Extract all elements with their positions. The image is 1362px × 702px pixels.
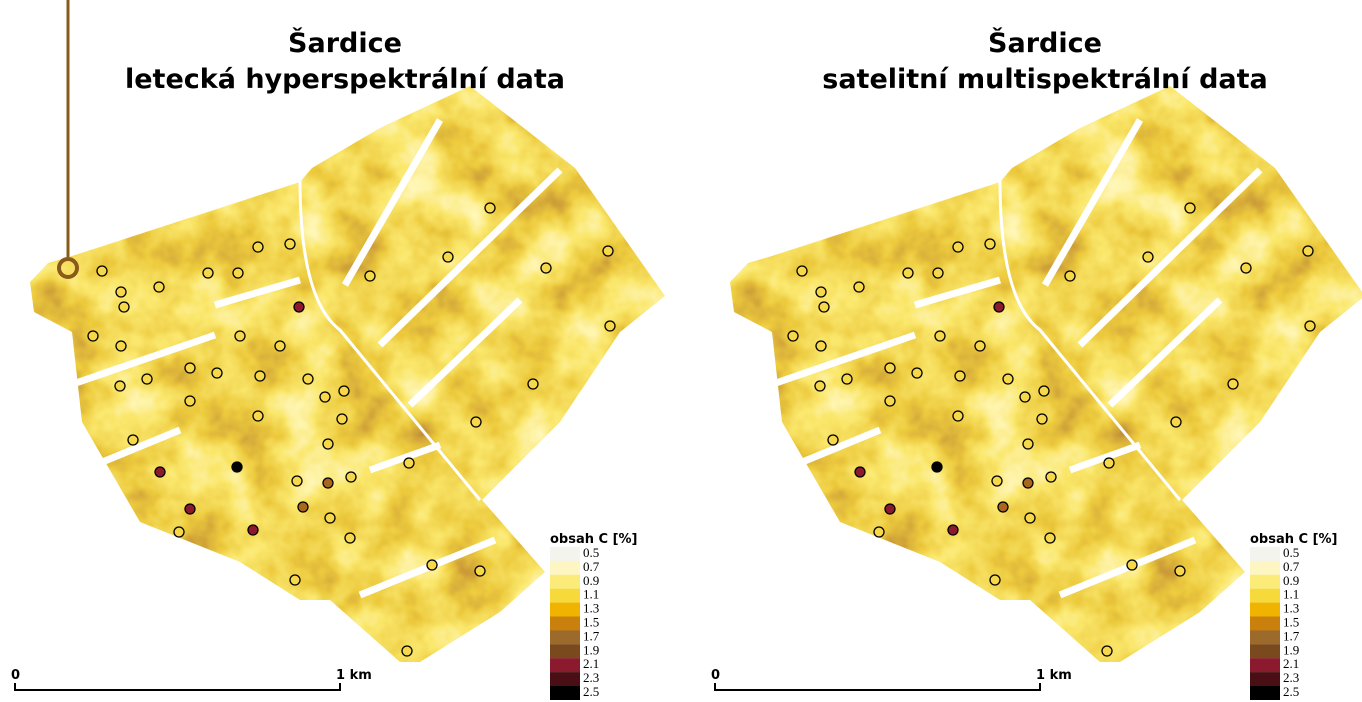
- legend-label: 0.9: [1283, 573, 1299, 588]
- legend-label: 1.5: [1283, 614, 1299, 629]
- legend-label: 1.1: [583, 587, 599, 602]
- legend-label: 0.5: [583, 545, 599, 560]
- legend-swatch: [550, 630, 580, 644]
- legend-label: 1.9: [583, 642, 599, 657]
- title: Šardice: [288, 27, 402, 59]
- legend-label: 1.3: [583, 601, 599, 616]
- scale-label: 0: [711, 668, 720, 683]
- legend-swatch: [550, 575, 580, 589]
- scale-label: 1 km: [336, 668, 372, 683]
- legend-swatch: [550, 658, 580, 672]
- legend-label: 0.9: [583, 573, 599, 588]
- scale-label: 1 km: [1036, 668, 1072, 683]
- title: Šardice: [988, 27, 1102, 59]
- legend-swatch: [1250, 630, 1280, 644]
- legend-swatch: [550, 644, 580, 658]
- scale-bar: [15, 683, 340, 690]
- legend-swatch: [550, 603, 580, 617]
- legend-label: 1.3: [1283, 601, 1299, 616]
- legend-label: 0.7: [1283, 559, 1300, 574]
- legend-swatch: [1250, 644, 1280, 658]
- scale-label: 0: [11, 668, 20, 683]
- legend-label: 0.5: [1283, 545, 1299, 560]
- legend-swatch: [550, 672, 580, 686]
- legend-label: 2.1: [1283, 656, 1299, 671]
- legend-label: 1.5: [583, 614, 599, 629]
- legend-label: 2.3: [583, 670, 599, 685]
- legend-swatch: [1250, 617, 1280, 631]
- legend-swatch: [1250, 686, 1280, 700]
- legend-swatch: [1250, 575, 1280, 589]
- legend-swatch: [1250, 589, 1280, 603]
- legend-swatch: [1250, 547, 1280, 561]
- legend-swatch: [550, 561, 580, 575]
- legend-swatch: [550, 617, 580, 631]
- legend-swatch: [1250, 672, 1280, 686]
- legend-label: 1.7: [1283, 628, 1300, 643]
- legend-swatch: [1250, 561, 1280, 575]
- legend-swatch: [1250, 658, 1280, 672]
- legend-label: 1.9: [1283, 642, 1299, 657]
- legend-label: 2.5: [583, 684, 599, 699]
- subtitle: letecká hyperspektrální data: [125, 64, 565, 95]
- scale-bar: [715, 683, 1040, 690]
- soil-map-view: [20, 80, 680, 680]
- legend-label: 2.1: [583, 656, 599, 671]
- page: Šardiceletecká hyperspektrální dataobsah…: [0, 0, 1362, 702]
- legend-label: 2.3: [1283, 670, 1299, 685]
- legend-label: 2.5: [1283, 684, 1299, 699]
- legend-label: 0.7: [583, 559, 600, 574]
- legend-swatch: [550, 547, 580, 561]
- legend-label: 1.1: [1283, 587, 1299, 602]
- legend-swatch: [550, 686, 580, 700]
- legend-label: 1.7: [583, 628, 600, 643]
- legend-swatch: [1250, 603, 1280, 617]
- subtitle: satelitní multispektrální data: [822, 64, 1268, 95]
- legend-swatch: [550, 589, 580, 603]
